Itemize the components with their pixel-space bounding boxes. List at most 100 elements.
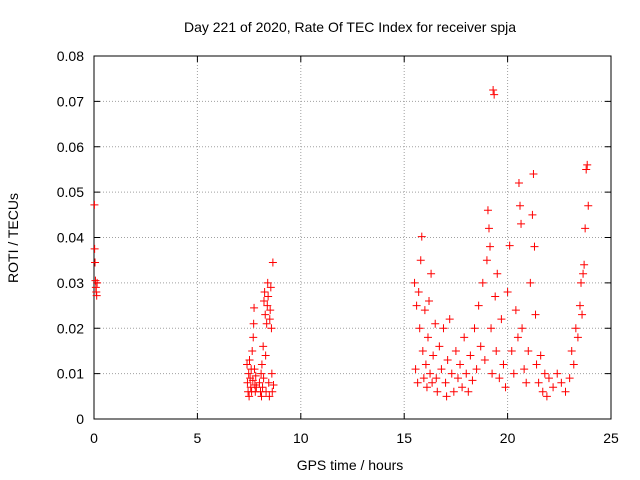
data-point bbox=[259, 374, 268, 383]
data-point bbox=[251, 371, 260, 380]
data-point bbox=[266, 306, 275, 315]
x-tick-label: 0 bbox=[90, 430, 98, 446]
data-point bbox=[426, 369, 435, 378]
data-point bbox=[415, 324, 424, 333]
y-tick-label: 0.02 bbox=[57, 320, 84, 336]
x-tick-label: 5 bbox=[194, 430, 202, 446]
data-point bbox=[456, 360, 465, 369]
data-point bbox=[263, 301, 272, 310]
data-point bbox=[573, 333, 582, 342]
data-point bbox=[514, 179, 523, 188]
data-point bbox=[488, 369, 497, 378]
data-point bbox=[507, 346, 516, 355]
data-point bbox=[414, 287, 423, 296]
chart-title: Day 221 of 2020, Rate Of TEC Index for r… bbox=[184, 19, 516, 35]
data-point bbox=[243, 378, 252, 387]
y-tick-label: 0.01 bbox=[57, 366, 84, 382]
data-point bbox=[509, 369, 518, 378]
data-point bbox=[431, 319, 440, 328]
data-point bbox=[474, 301, 483, 310]
data-point bbox=[445, 315, 454, 324]
data-point bbox=[257, 369, 266, 378]
data-point bbox=[522, 378, 531, 387]
data-point bbox=[267, 324, 276, 333]
data-point bbox=[513, 333, 522, 342]
data-point bbox=[412, 301, 421, 310]
data-point bbox=[518, 324, 527, 333]
y-tick-label: 0.07 bbox=[57, 93, 84, 109]
data-point bbox=[549, 383, 558, 392]
data-point bbox=[544, 374, 553, 383]
data-point bbox=[93, 278, 102, 287]
data-point bbox=[565, 374, 574, 383]
data-point bbox=[497, 315, 506, 324]
data-point bbox=[432, 374, 441, 383]
data-point bbox=[526, 278, 535, 287]
data-point bbox=[569, 360, 578, 369]
data-point bbox=[490, 90, 499, 99]
data-point bbox=[92, 291, 101, 300]
data-point bbox=[501, 383, 510, 392]
data-point bbox=[584, 201, 593, 210]
data-point bbox=[268, 258, 277, 267]
data-point bbox=[265, 392, 274, 401]
data-point bbox=[249, 333, 258, 342]
data-point bbox=[493, 269, 502, 278]
data-point bbox=[267, 369, 276, 378]
data-point bbox=[581, 224, 590, 233]
data-point bbox=[417, 232, 426, 241]
data-point bbox=[441, 378, 450, 387]
data-point bbox=[427, 269, 436, 278]
data-point bbox=[266, 283, 275, 292]
data-point bbox=[259, 297, 268, 306]
data-point bbox=[258, 383, 267, 392]
data-point bbox=[503, 287, 512, 296]
y-tick-label: 0 bbox=[76, 411, 84, 427]
data-point bbox=[567, 346, 576, 355]
y-tick-label: 0.06 bbox=[57, 139, 84, 155]
data-point bbox=[423, 333, 432, 342]
data-point bbox=[264, 378, 273, 387]
data-points bbox=[90, 86, 593, 401]
data-point bbox=[536, 351, 545, 360]
data-point bbox=[505, 241, 514, 250]
data-point bbox=[582, 165, 591, 174]
data-point bbox=[411, 365, 420, 374]
data-point bbox=[451, 346, 460, 355]
data-point bbox=[245, 392, 254, 401]
data-point bbox=[245, 356, 254, 365]
data-point bbox=[487, 324, 496, 333]
data-point bbox=[491, 292, 500, 301]
data-point bbox=[480, 356, 489, 365]
data-point bbox=[531, 310, 540, 319]
data-point bbox=[486, 242, 495, 251]
data-point bbox=[578, 310, 587, 319]
data-point bbox=[534, 378, 543, 387]
data-point bbox=[418, 346, 427, 355]
data-point bbox=[413, 378, 422, 387]
data-point bbox=[478, 278, 487, 287]
data-point bbox=[472, 365, 481, 374]
data-point bbox=[439, 324, 448, 333]
data-point bbox=[264, 292, 273, 301]
data-point bbox=[462, 369, 471, 378]
data-point bbox=[90, 200, 99, 209]
data-point bbox=[263, 278, 272, 287]
y-tick-label: 0.03 bbox=[57, 275, 84, 291]
data-point bbox=[90, 244, 99, 253]
data-point bbox=[410, 278, 419, 287]
y-tick-label: 0.05 bbox=[57, 184, 84, 200]
ticks: 0 5 10 15 20 25 0 0.01 0.02 0.03 0.04 0.05 0.06 0.07 0… bbox=[57, 48, 619, 446]
data-point bbox=[269, 380, 278, 389]
x-tick-label: 20 bbox=[500, 430, 516, 446]
data-point bbox=[248, 376, 257, 385]
data-point bbox=[243, 360, 252, 369]
data-point bbox=[257, 360, 266, 369]
data-point bbox=[524, 346, 533, 355]
data-point bbox=[575, 301, 584, 310]
y-tick-label: 0.04 bbox=[57, 230, 84, 246]
data-point bbox=[583, 160, 592, 169]
data-point bbox=[460, 333, 469, 342]
data-point bbox=[447, 369, 456, 378]
